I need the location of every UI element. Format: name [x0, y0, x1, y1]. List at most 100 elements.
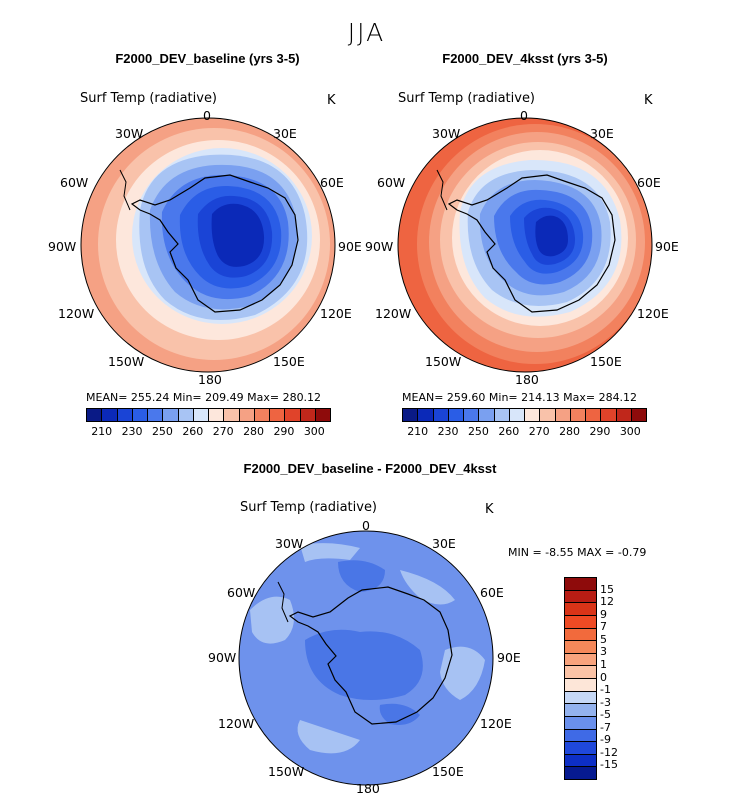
map1-variable: Surf Temp (radiative)	[80, 91, 218, 106]
map2-title: F2000_DEV_4ksst (yrs 3-5)	[442, 51, 608, 66]
map2-colorbar-swatch	[570, 409, 586, 421]
map1-colorbar-tick-label: 260	[182, 425, 204, 438]
diff-lon-120e: 120E	[480, 716, 512, 731]
map1-colorbar-swatch	[300, 409, 316, 421]
map2-antarctica-coastline	[447, 174, 616, 313]
diff-dark-patch-3	[379, 703, 420, 725]
map1-colorbar-swatch	[148, 409, 164, 421]
map1-colorbar-tick-label: 300	[303, 425, 325, 438]
diff-unit: K	[485, 502, 494, 517]
diff-colorbar-tick-label: 5	[600, 632, 607, 646]
diff-colorbar-tick-label: 15	[600, 582, 614, 596]
map2-lon-150e: 150E	[590, 354, 622, 369]
diff-lon-30w: 30W	[275, 536, 304, 551]
map1-lon-120e: 120E	[320, 306, 352, 321]
diff-colorbar-swatch	[565, 666, 596, 679]
diff-colorbar-swatch	[565, 691, 596, 705]
diff-light-patch-3	[250, 596, 294, 644]
map1-boundary	[80, 117, 336, 373]
diff-lon-180: 180	[356, 781, 380, 796]
diff-colorbar-tick-label: 9	[600, 607, 607, 621]
map2-colorbar-swatch	[540, 409, 556, 421]
map2-lon-0: 0	[520, 108, 528, 123]
diff-colorbar-swatch	[565, 754, 596, 768]
map1-peninsula-coast	[119, 169, 131, 211]
map2-colorbar-swatch	[509, 409, 525, 421]
map1-colorbar-tick-label: 290	[273, 425, 295, 438]
map2-lon-90e: 90E	[655, 239, 679, 254]
map2-lon-150w: 150W	[425, 354, 462, 369]
season-title: JJA	[347, 18, 386, 47]
map1-lon-150w: 150W	[108, 354, 145, 369]
map1-lon-30w: 30W	[115, 126, 144, 141]
diff-dark-patch-1	[338, 560, 385, 592]
diff-colorbar-swatch	[565, 729, 596, 743]
diff-colorbar-swatch	[565, 578, 596, 591]
map1-antarctica-coastline	[130, 174, 299, 313]
diff-title: F2000_DEV_baseline - F2000_DEV_4ksst	[243, 461, 497, 476]
diff-lon-30e: 30E	[432, 536, 456, 551]
map2-band-220	[535, 215, 568, 257]
diff-boundary	[238, 530, 494, 786]
map1-colorbar-swatch	[224, 409, 240, 421]
map1-lon-180: 180	[198, 372, 222, 387]
diff-colorbar-swatch	[565, 679, 596, 692]
diff-colorbar-tick-label: -3	[600, 695, 611, 709]
map2-colorbar-swatch	[479, 409, 495, 421]
map2-peninsula-coast	[436, 169, 448, 211]
map1-colorbar-swatch	[163, 409, 179, 421]
map1-lon-0: 0	[203, 108, 211, 123]
diff-colorbar-tick-label: -15	[600, 758, 618, 772]
diff-light-patch-4	[440, 646, 485, 700]
map2-colorbar-swatch	[433, 409, 449, 421]
diff-lon-150e: 150E	[432, 764, 464, 779]
diff-colorbar	[564, 577, 597, 780]
diff-colorbar-swatch	[565, 641, 596, 654]
diff-colorbar-tick-label: 7	[600, 620, 607, 634]
diff-colorbar-tick-label: -9	[600, 733, 611, 747]
map2-colorbar-swatch	[555, 409, 571, 421]
map1-lon-60e: 60E	[320, 175, 344, 190]
map2-colorbar-swatch	[418, 409, 434, 421]
map2-colorbar-swatch	[586, 409, 602, 421]
map1-lon-60w: 60W	[60, 175, 89, 190]
map1-colorbar-swatch	[254, 409, 270, 421]
diff-colorbar-tick-label: 0	[600, 670, 607, 684]
map2-unit: K	[644, 93, 653, 108]
diff-colorbar-swatch	[565, 615, 596, 629]
map2-colorbar-swatch	[464, 409, 480, 421]
diff-colorbar-swatch	[565, 767, 596, 779]
map1-colorbar-swatch	[178, 409, 194, 421]
map1-title: F2000_DEV_baseline (yrs 3-5)	[115, 51, 300, 66]
map2-colorbar-tick-label: 290	[589, 425, 611, 438]
diff-light-patch-1	[300, 543, 360, 562]
map2-boundary	[397, 117, 653, 373]
diff-colorbar-tick-label: -12	[600, 745, 618, 759]
map1-stats: MEAN= 255.24 Min= 209.49 Max= 280.12	[86, 391, 322, 404]
map2-colorbar-swatch	[525, 409, 541, 421]
map2-colorbar	[402, 408, 647, 422]
map2-colorbar-tick-label: 230	[437, 425, 459, 438]
map1-unit: K	[327, 93, 336, 108]
diff-variable: Surf Temp (radiative)	[240, 500, 378, 515]
diff-colorbar-swatch	[565, 742, 596, 755]
map1-colorbar-swatch	[239, 409, 255, 421]
map1-lon-150e: 150E	[273, 354, 305, 369]
diff-dark-patch-2	[305, 629, 423, 700]
map2-variable: Surf Temp (radiative)	[398, 91, 536, 106]
map1-lon-30e: 30E	[273, 126, 297, 141]
diff-colorbar-tick-label: -1	[600, 683, 611, 697]
map1-colorbar	[86, 408, 331, 422]
map2-colorbar-tick-label: 300	[619, 425, 641, 438]
map2-colorbar-swatch	[494, 409, 510, 421]
map1-colorbar-tick-label: 230	[121, 425, 143, 438]
map2-colorbar-swatch	[601, 409, 617, 421]
map2-colorbar-tick-label: 280	[559, 425, 581, 438]
map2-lon-90w: 90W	[365, 239, 394, 254]
map1-colorbar-swatch	[193, 409, 209, 421]
map2-lon-120w: 120W	[375, 306, 412, 321]
map1-colorbar-tick-label: 280	[243, 425, 265, 438]
diff-colorbar-tick-label: 1	[600, 657, 607, 671]
map2-colorbar-tick-label: 260	[498, 425, 520, 438]
